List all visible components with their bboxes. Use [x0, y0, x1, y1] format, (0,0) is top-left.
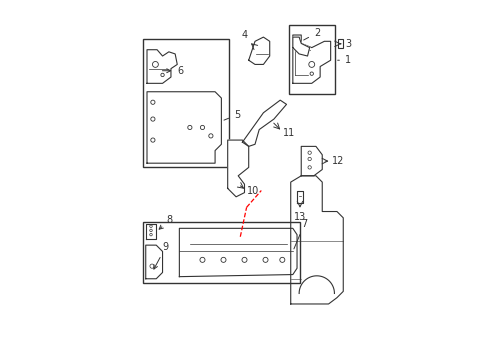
Text: 10: 10 — [247, 185, 259, 195]
Polygon shape — [147, 50, 177, 83]
Polygon shape — [242, 100, 286, 147]
Polygon shape — [179, 228, 296, 277]
Text: 13: 13 — [293, 212, 305, 221]
Text: 11: 11 — [283, 127, 295, 138]
Text: 1: 1 — [337, 55, 350, 65]
Polygon shape — [248, 37, 269, 64]
Text: 8: 8 — [159, 215, 173, 229]
Text: 5: 5 — [224, 110, 240, 120]
Text: 2: 2 — [303, 28, 320, 40]
Polygon shape — [147, 92, 221, 163]
Text: 7: 7 — [293, 219, 307, 249]
Text: 6: 6 — [162, 66, 183, 76]
Bar — [142, 39, 228, 167]
Polygon shape — [301, 147, 322, 176]
Polygon shape — [292, 35, 330, 83]
Bar — [288, 24, 334, 94]
Polygon shape — [292, 37, 309, 56]
Bar — [337, 39, 342, 49]
Polygon shape — [296, 190, 303, 203]
Polygon shape — [145, 224, 156, 239]
Text: 3: 3 — [344, 39, 350, 49]
Text: 4: 4 — [241, 31, 247, 40]
Bar — [142, 222, 300, 283]
Polygon shape — [145, 245, 162, 279]
Polygon shape — [227, 140, 248, 197]
Text: 12: 12 — [332, 156, 344, 166]
Text: 9: 9 — [154, 242, 168, 269]
